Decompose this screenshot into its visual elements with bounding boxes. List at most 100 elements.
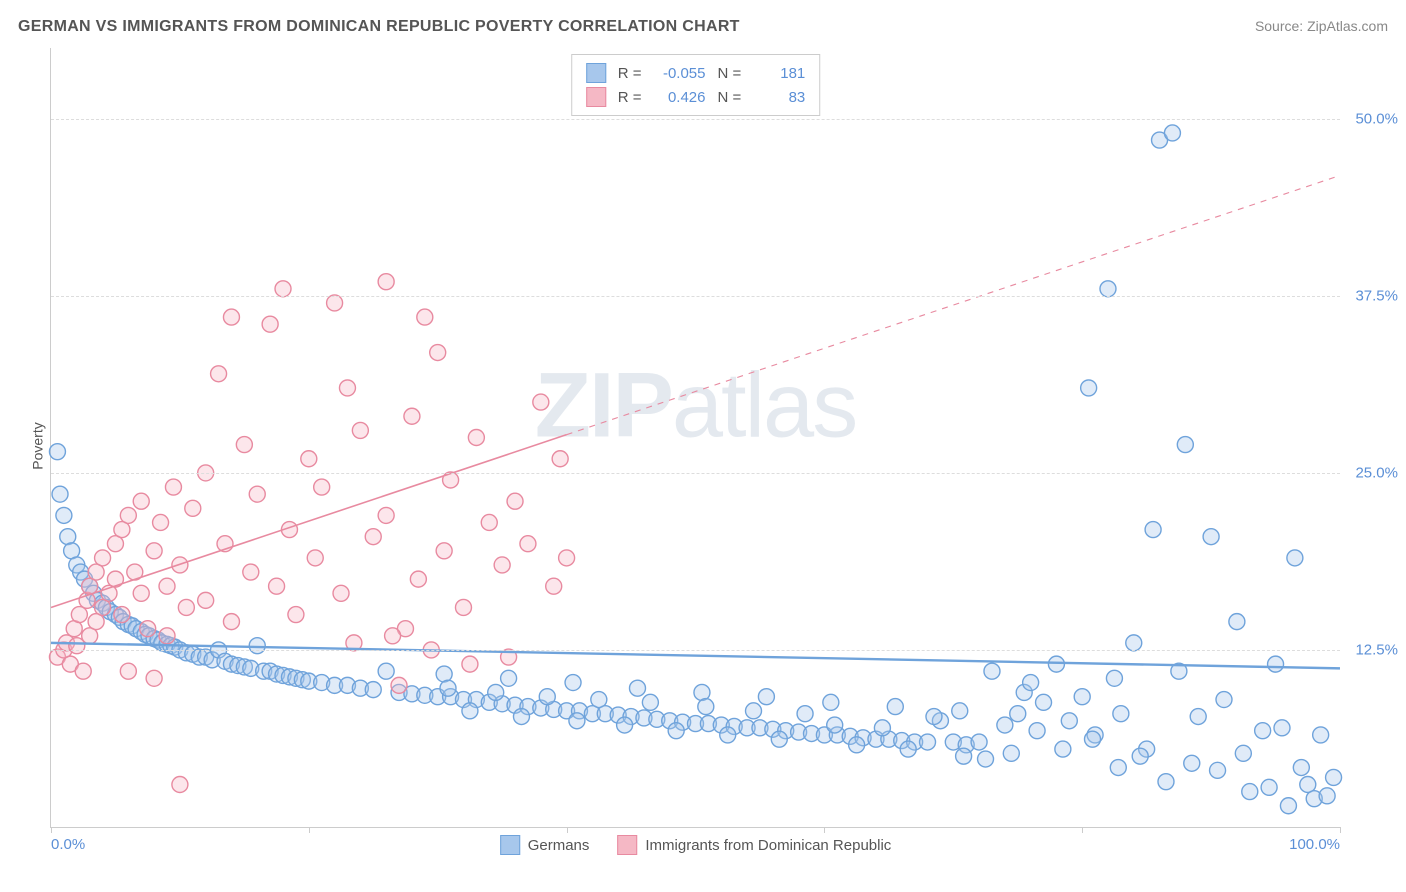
data-point [95, 550, 111, 566]
data-point [746, 703, 762, 719]
correlation-legend: R = -0.055 N = 181 R = 0.426 N = 83 [571, 54, 821, 116]
swatch-dominican [586, 87, 606, 107]
data-point [1229, 614, 1245, 630]
data-point [314, 479, 330, 495]
data-point [133, 585, 149, 601]
data-point [120, 663, 136, 679]
data-point [365, 682, 381, 698]
data-point [440, 680, 456, 696]
data-point [900, 741, 916, 757]
data-point [827, 717, 843, 733]
swatch-dominican-bottom [617, 835, 637, 855]
data-point [1280, 798, 1296, 814]
data-point [301, 451, 317, 467]
data-point [56, 507, 72, 523]
data-point [698, 699, 714, 715]
data-point [249, 486, 265, 502]
data-point [223, 614, 239, 630]
data-point [971, 734, 987, 750]
data-point [920, 734, 936, 750]
data-point [668, 723, 684, 739]
data-point [378, 274, 394, 290]
data-point [956, 748, 972, 764]
data-point [617, 717, 633, 733]
data-point [159, 628, 175, 644]
gridline [51, 296, 1340, 297]
data-point [443, 472, 459, 488]
legend-item-germans: Germans [500, 835, 590, 855]
legend-row-germans: R = -0.055 N = 181 [586, 61, 806, 85]
data-point [146, 543, 162, 559]
data-point [1023, 675, 1039, 691]
data-point [1113, 706, 1129, 722]
chart-title: GERMAN VS IMMIGRANTS FROM DOMINICAN REPU… [18, 18, 740, 36]
data-point [178, 599, 194, 615]
data-point [952, 703, 968, 719]
x-tick [824, 827, 825, 833]
trendline-dashed [567, 175, 1340, 434]
data-point [49, 444, 65, 460]
data-point [417, 309, 433, 325]
data-point [133, 493, 149, 509]
data-point [1036, 694, 1052, 710]
data-point [198, 592, 214, 608]
data-point [887, 699, 903, 715]
y-tick-label: 50.0% [1355, 110, 1398, 127]
data-point [333, 585, 349, 601]
data-point [1261, 779, 1277, 795]
data-point [1081, 380, 1097, 396]
data-point [243, 564, 259, 580]
data-point [352, 422, 368, 438]
data-point [1242, 784, 1258, 800]
data-point [1235, 745, 1251, 761]
x-tick [1082, 827, 1083, 833]
data-point [874, 720, 890, 736]
data-point [385, 628, 401, 644]
data-point [1158, 774, 1174, 790]
n-value-dominican: 83 [749, 89, 805, 106]
data-point [533, 394, 549, 410]
legend-label-germans: Germans [528, 837, 590, 854]
scatter-svg [51, 48, 1340, 827]
chart-plot-area: ZIPatlas R = -0.055 N = 181 R = 0.426 N … [50, 48, 1340, 828]
r-value-dominican: 0.426 [650, 89, 706, 106]
data-point [436, 543, 452, 559]
data-point [165, 479, 181, 495]
x-tick [1340, 827, 1341, 833]
y-axis-label: Poverty [30, 422, 46, 469]
r-label: R = [618, 89, 642, 106]
data-point [481, 514, 497, 530]
data-point [1029, 723, 1045, 739]
r-label: R = [618, 65, 642, 82]
chart-header: GERMAN VS IMMIGRANTS FROM DOMINICAN REPU… [18, 18, 1388, 36]
data-point [546, 578, 562, 594]
data-point [223, 309, 239, 325]
data-point [629, 680, 645, 696]
data-point [1216, 692, 1232, 708]
n-label: N = [718, 65, 742, 82]
n-label: N = [718, 89, 742, 106]
data-point [1164, 125, 1180, 141]
data-point [1061, 713, 1077, 729]
data-point [71, 607, 87, 623]
gridline [51, 650, 1340, 651]
data-point [410, 571, 426, 587]
data-point [565, 675, 581, 691]
data-point [236, 437, 252, 453]
data-point [539, 689, 555, 705]
data-point [275, 281, 291, 297]
data-point [52, 486, 68, 502]
data-point [984, 663, 1000, 679]
data-point [327, 295, 343, 311]
data-point [720, 727, 736, 743]
data-point [758, 689, 774, 705]
data-point [1319, 788, 1335, 804]
data-point [591, 692, 607, 708]
data-point [694, 684, 710, 700]
data-point [1055, 741, 1071, 757]
y-tick-label: 12.5% [1355, 641, 1398, 658]
data-point [140, 621, 156, 637]
data-point [365, 529, 381, 545]
data-point [978, 751, 994, 767]
data-point [1268, 656, 1284, 672]
